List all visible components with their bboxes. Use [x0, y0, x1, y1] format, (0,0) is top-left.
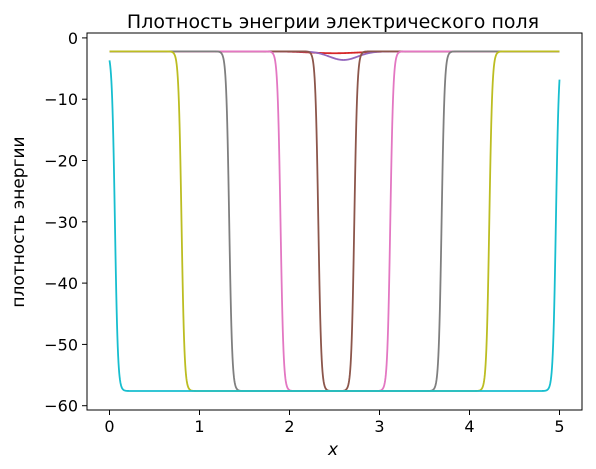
x-tick-label: 1 — [194, 417, 204, 436]
x-axis-label: x — [327, 440, 339, 460]
plot-frame — [86, 32, 583, 411]
x-axis: 0 1 2 3 4 5 — [104, 410, 565, 436]
y-tick-label: −40 — [44, 274, 78, 293]
x-tick-label: 2 — [284, 417, 294, 436]
series-line-6 — [108, 50, 561, 392]
x-tick-label: 4 — [464, 417, 474, 436]
series-line-7 — [108, 60, 561, 392]
x-tick-label: 5 — [554, 417, 564, 436]
x-tick-label: 0 — [104, 417, 114, 436]
series-layer — [108, 50, 561, 392]
y-axis: 0 −10 −20 −30 −40 −50 −60 — [44, 29, 87, 416]
chart-title: Плотность энегрии электрического поля — [127, 11, 539, 33]
y-tick-label: 0 — [68, 29, 78, 48]
y-tick-label: −60 — [44, 397, 78, 416]
x-tick-label: 3 — [374, 417, 384, 436]
y-tick-label: −10 — [44, 90, 78, 109]
y-tick-label: −50 — [44, 335, 78, 354]
y-tick-label: −30 — [44, 213, 78, 232]
y-tick-label: −20 — [44, 152, 78, 171]
y-axis-label: плотность энергии — [9, 136, 29, 307]
